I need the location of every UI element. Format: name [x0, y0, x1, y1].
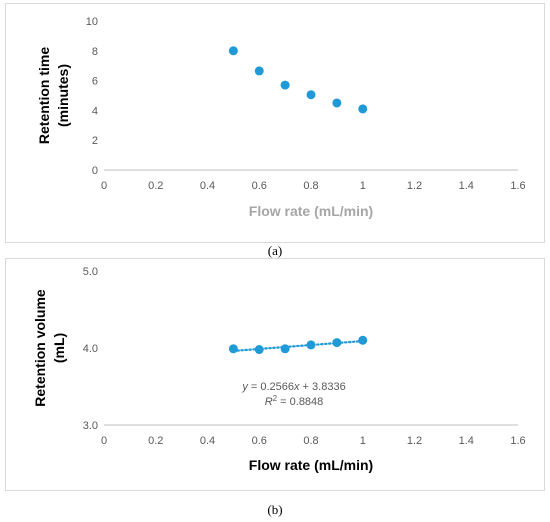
y-axis-label: (minutes): [55, 64, 71, 127]
chart-b-svg: 0 0.2 0.4 0.6 0.8 1 1.2 1.4 1.6 3.0 4.0 5.0 Flow rat…: [32, 266, 526, 473]
data-point: [280, 344, 290, 354]
x-tick-label: 0.6: [252, 180, 267, 192]
y-axis-label: Retention volume: [32, 289, 48, 407]
y-tick-label: 3.0: [83, 420, 98, 432]
x-tick-label: 1.6: [510, 180, 525, 192]
x-tick-label: 0.8: [303, 435, 318, 447]
x-tick-label: 1: [360, 435, 366, 447]
y-tick-label: 8: [92, 46, 98, 58]
data-point: [306, 90, 316, 100]
y-axis-label: (mL): [51, 333, 67, 363]
data-point: [306, 340, 316, 350]
x-tick-label: 1.2: [407, 180, 422, 192]
chart-panel-b: 0 0.2 0.4 0.6 0.8 1 1.2 1.4 1.6 3.0 4.0 5.0 Flow rat…: [5, 258, 545, 491]
caption-a: (a): [267, 243, 283, 258]
chart-panel-a: 0 0.2 0.4 0.6 0.8 1 1.2 1.4 1.6 0 2 4 6 8 10 Flow rate …: [5, 3, 545, 243]
y-axis-label: Retention time: [36, 47, 52, 144]
x-axis-label: Flow rate (mL/min): [249, 457, 373, 473]
data-point: [254, 345, 264, 355]
data-point: [228, 344, 238, 354]
x-tick-label: 1.2: [407, 435, 422, 447]
x-tick-label: 0.2: [148, 435, 163, 447]
y-tick-label: 0: [92, 165, 98, 177]
x-axis-label: Flow rate (mL/min): [249, 203, 373, 219]
x-tick-label: 0.4: [200, 435, 215, 447]
data-point: [332, 338, 342, 348]
x-tick-label: 0.8: [303, 180, 318, 192]
x-tick-label: 0: [101, 180, 107, 192]
y-tick-label: 5.0: [83, 266, 98, 278]
x-tick-label: 0.2: [148, 180, 163, 192]
data-point: [358, 104, 368, 114]
x-tick-label: 1.4: [459, 180, 474, 192]
data-point: [280, 80, 290, 90]
trendline-equation: y = 0.2566x + 3.8336: [241, 381, 345, 393]
x-tick-label: 0.4: [200, 180, 215, 192]
x-tick-label: 0.6: [252, 435, 267, 447]
x-tick-label: 1.4: [459, 435, 474, 447]
y-tick-label: 4: [92, 105, 98, 117]
x-tick-label: 0: [101, 435, 107, 447]
y-tick-label: 6: [92, 76, 98, 88]
data-point: [228, 46, 238, 56]
x-tick-label: 1.6: [510, 435, 525, 447]
chart-a-svg: 0 0.2 0.4 0.6 0.8 1 1.2 1.4 1.6 0 2 4 6 8 10 Flow rate …: [36, 16, 526, 219]
y-tick-label: 10: [86, 16, 98, 28]
data-point: [254, 66, 264, 76]
x-tick-label: 1: [360, 180, 366, 192]
trendline-r-squared: R2 = 0.8848: [265, 394, 324, 408]
data-point: [358, 335, 368, 345]
y-tick-label: 2: [92, 135, 98, 147]
caption-b: (b): [267, 502, 283, 517]
y-tick-label: 4.0: [83, 343, 98, 355]
trendline: [232, 339, 364, 353]
data-point: [332, 98, 342, 108]
